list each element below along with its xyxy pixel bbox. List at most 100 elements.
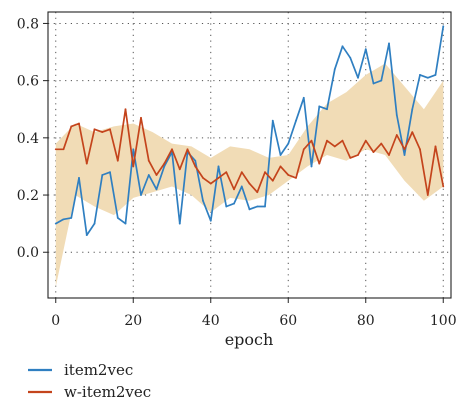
data-point	[326, 139, 328, 142]
data-point	[302, 148, 305, 151]
data-point	[240, 171, 243, 174]
data-point	[233, 202, 235, 205]
x-tick-label-4: 80	[357, 313, 375, 329]
data-point	[194, 159, 197, 162]
data-point	[217, 176, 220, 179]
data-point	[178, 168, 181, 171]
data-point	[155, 188, 158, 191]
data-point	[209, 219, 212, 222]
data-point	[419, 148, 421, 151]
data-point	[217, 165, 220, 168]
y-tick-label-1: 0.2	[17, 188, 39, 204]
data-point	[54, 222, 57, 225]
data-point	[256, 191, 259, 194]
data-point	[302, 96, 305, 99]
data-point	[349, 56, 352, 59]
data-point	[380, 142, 383, 145]
data-point	[357, 76, 359, 79]
data-point	[109, 128, 111, 131]
data-point	[93, 128, 96, 131]
data-point	[442, 185, 445, 188]
data-point	[101, 174, 104, 176]
data-point	[364, 139, 367, 142]
data-point	[310, 165, 313, 168]
data-point	[279, 165, 282, 168]
data-point	[364, 48, 367, 51]
x-tick-label-5: 100	[430, 313, 457, 329]
data-point	[233, 188, 235, 191]
data-point	[140, 116, 142, 119]
data-point	[318, 105, 321, 108]
variance-band	[55, 63, 444, 287]
data-point	[295, 119, 297, 122]
data-point	[70, 217, 73, 219]
data-point	[78, 122, 80, 125]
data-point	[287, 174, 290, 176]
data-point	[310, 139, 313, 142]
data-point	[349, 156, 352, 159]
data-point	[395, 134, 398, 136]
data-point	[85, 162, 88, 165]
data-point	[419, 74, 421, 76]
data-point	[271, 119, 274, 122]
y-tick-label-0: 0.0	[17, 245, 39, 261]
data-point	[341, 139, 344, 142]
data-point	[318, 162, 321, 165]
data-point	[380, 79, 383, 82]
data-point	[132, 165, 135, 168]
data-point	[109, 171, 111, 174]
x-tick-label-2: 40	[202, 313, 220, 329]
data-point	[140, 194, 142, 196]
data-point	[202, 176, 204, 179]
data-point	[147, 174, 150, 176]
data-point	[411, 131, 414, 134]
y-tick-label-3: 0.6	[17, 74, 39, 90]
data-point	[132, 148, 135, 151]
data-point	[178, 222, 181, 225]
data-point	[240, 185, 243, 188]
data-point	[333, 145, 336, 148]
data-point	[295, 176, 297, 179]
data-point	[171, 148, 173, 151]
data-point	[93, 222, 96, 225]
data-point	[78, 176, 80, 179]
data-point	[186, 148, 189, 151]
data-point	[411, 108, 414, 111]
data-point	[225, 205, 228, 208]
y-tick-label-4: 0.8	[17, 16, 39, 32]
data-point	[194, 165, 197, 168]
data-point	[248, 182, 251, 185]
data-point	[116, 159, 119, 162]
data-point	[202, 199, 204, 202]
data-point	[279, 154, 282, 156]
data-point	[147, 159, 150, 162]
data-point	[209, 182, 212, 185]
data-point	[225, 171, 228, 174]
data-point	[388, 154, 390, 156]
data-point	[287, 142, 290, 145]
data-point	[124, 108, 127, 111]
data-point	[403, 148, 406, 151]
data-point	[124, 222, 127, 225]
x-tick-label-3: 60	[279, 313, 297, 329]
data-point	[426, 194, 429, 196]
x-tick-label-0: 0	[51, 313, 60, 329]
x-tick-label-1: 20	[124, 313, 142, 329]
data-point	[163, 165, 166, 168]
y-tick-label-2: 0.4	[17, 131, 39, 147]
data-point	[372, 82, 375, 85]
data-point	[62, 148, 65, 151]
series-w-item2vec	[54, 108, 445, 196]
data-point	[256, 205, 259, 208]
data-point	[442, 25, 445, 28]
x-axis-label: epoch	[225, 330, 274, 349]
data-point	[341, 45, 344, 48]
data-point	[116, 217, 119, 219]
data-point	[395, 114, 398, 116]
data-point	[434, 74, 437, 76]
data-point	[70, 125, 73, 128]
data-point	[155, 174, 158, 176]
data-point	[357, 154, 359, 156]
data-point	[248, 208, 251, 211]
